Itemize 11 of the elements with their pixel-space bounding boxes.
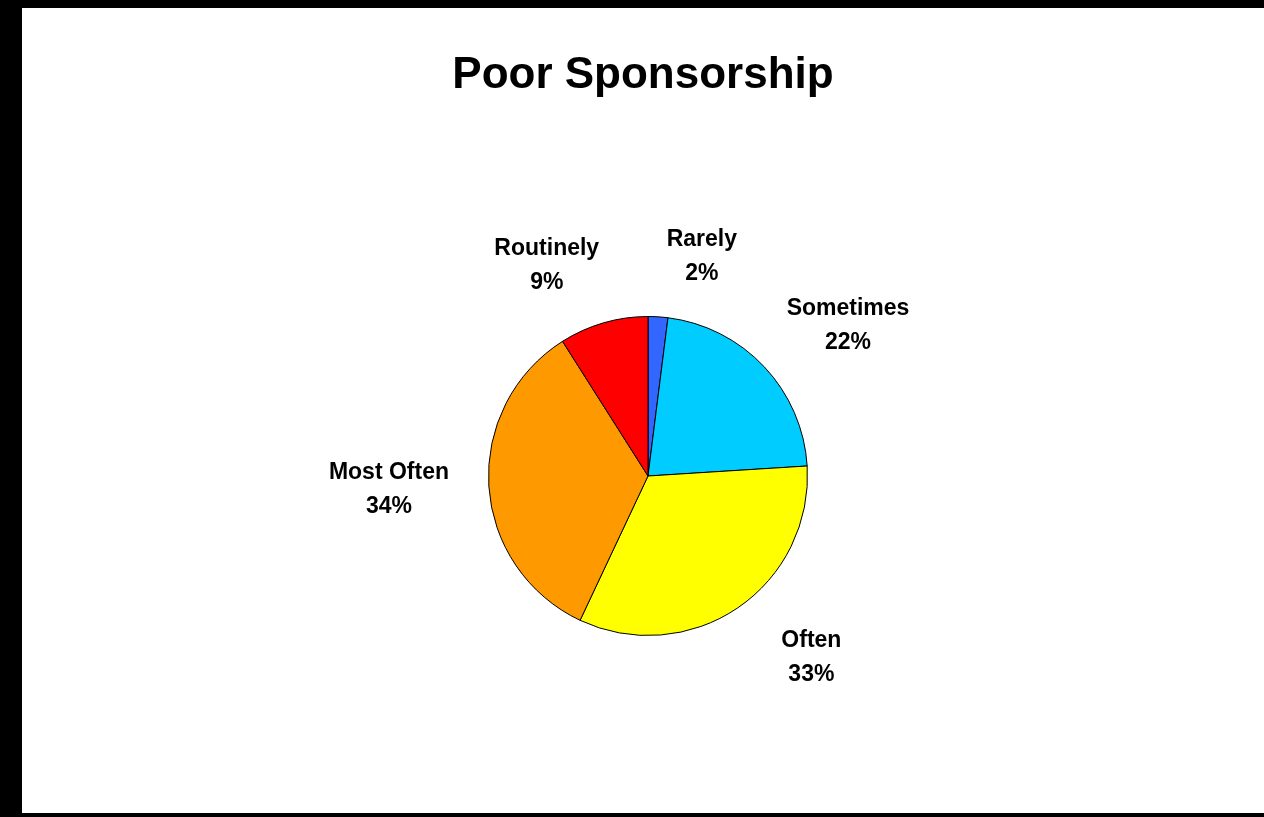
slice-label: Often <box>781 625 842 652</box>
data-label: 33% <box>788 659 835 686</box>
data-label: 22% <box>824 328 872 355</box>
slice-label: Rarely <box>666 225 738 252</box>
chart-title: Poor Sponsorship <box>451 48 835 98</box>
slice-label: Routinely <box>494 233 600 260</box>
slice-label: Sometimes <box>786 294 910 321</box>
data-label: 2% <box>685 259 719 286</box>
data-label: 34% <box>365 492 412 519</box>
data-label: 9% <box>530 267 564 294</box>
slice-label: Most Often <box>328 458 449 485</box>
